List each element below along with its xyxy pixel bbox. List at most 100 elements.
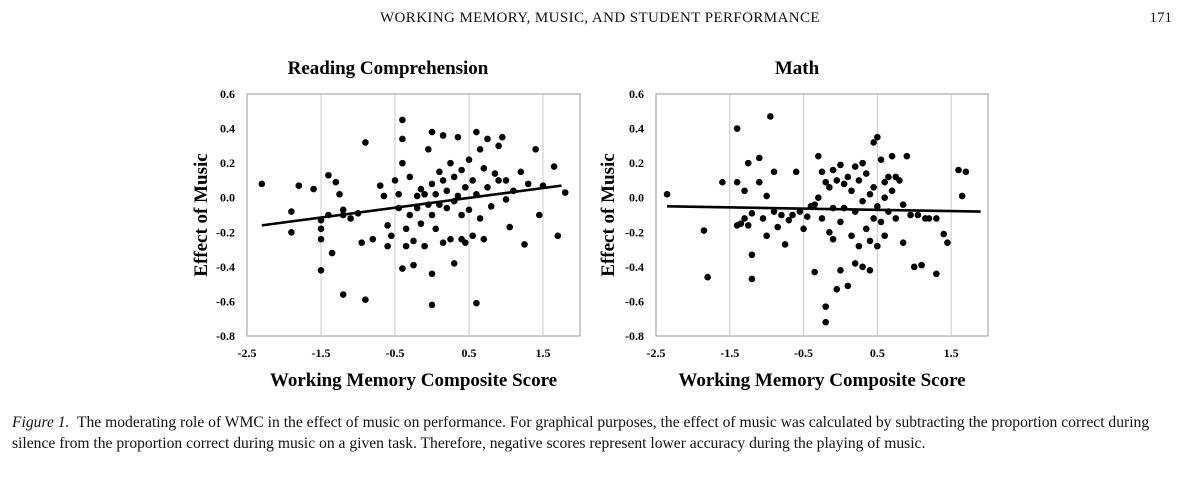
page-header: WORKING MEMORY, MUSIC, AND STUDENT PERFO… bbox=[0, 8, 1200, 30]
chart-2-data-point bbox=[741, 215, 748, 222]
chart-1-y-tick-label: 0.6 bbox=[220, 87, 235, 101]
chart-1-data-point bbox=[328, 249, 336, 257]
chart-1-data-point bbox=[428, 180, 436, 188]
chart-2-data-point bbox=[844, 282, 852, 290]
chart-2-data-point bbox=[767, 113, 774, 120]
chart-2-data-point bbox=[851, 163, 859, 170]
chart-1-data-point bbox=[476, 215, 484, 222]
chart-1-y-tick-label: -0.6 bbox=[216, 294, 235, 308]
chart-2-data-point bbox=[733, 125, 741, 132]
chart-2-data-point bbox=[918, 261, 925, 269]
chart-2-data-point bbox=[958, 192, 966, 200]
chart-2-data-point bbox=[874, 133, 881, 141]
chart-1-data-point bbox=[388, 232, 395, 240]
chart-2-data-point bbox=[837, 218, 844, 226]
chart-2-data-point bbox=[826, 228, 833, 236]
chart-1-x-tick-label: -2.5 bbox=[238, 346, 257, 360]
chart-1-data-point bbox=[495, 142, 502, 150]
chart-2-data-point bbox=[899, 239, 907, 246]
chart-2-y-tick-label: 0.6 bbox=[629, 87, 644, 101]
chart-1-data-point bbox=[358, 239, 366, 246]
page-number: 171 bbox=[1149, 10, 1173, 26]
chart-1-trend-line bbox=[261, 184, 562, 227]
chart-2-data-point bbox=[848, 232, 855, 240]
chart-1-data-point bbox=[362, 296, 369, 304]
chart-2-y-tick-label: -0.2 bbox=[625, 225, 644, 239]
chart-1-data-point bbox=[439, 132, 447, 139]
figure-caption: Figure 1. The moderating role of WMC in … bbox=[12, 412, 1188, 454]
chart-2-data-point bbox=[848, 187, 855, 195]
chart-1-data-point bbox=[436, 168, 443, 176]
chart-2-x-tick-label: -0.5 bbox=[794, 346, 813, 360]
chart-1-data-point bbox=[532, 146, 539, 153]
chart-1-data-point bbox=[406, 211, 414, 219]
chart-1-data-point bbox=[428, 211, 436, 219]
chart-2-data-point bbox=[733, 178, 741, 186]
chart-2-data-point bbox=[785, 216, 793, 224]
chart-1-data-point bbox=[502, 177, 510, 184]
chart-1-data-point bbox=[439, 239, 447, 246]
caption-label: Figure 1. bbox=[12, 414, 70, 431]
chart-2-data-point bbox=[796, 208, 804, 215]
chart-1-data-point bbox=[310, 185, 317, 193]
chart-1-data-point bbox=[443, 204, 451, 212]
chart-1-data-point bbox=[339, 206, 347, 214]
chart-1-data-point bbox=[384, 242, 391, 250]
chart-2-data-point bbox=[818, 168, 826, 176]
chart-2-data-point bbox=[940, 230, 948, 238]
chart-1-data-point bbox=[450, 260, 458, 267]
chart-2-data-point bbox=[770, 168, 778, 176]
chart-2-data-point bbox=[815, 194, 822, 202]
chart-2-data-point bbox=[770, 208, 778, 215]
chart-1-data-point bbox=[413, 192, 421, 200]
chart-2-data-point bbox=[933, 270, 940, 278]
chart-2-data-point bbox=[719, 178, 726, 186]
chart-1-data-point bbox=[469, 177, 477, 184]
chart-1-data-point bbox=[410, 261, 417, 269]
chart-2-y-tick-label: 0.4 bbox=[629, 122, 644, 136]
chart-1-data-point bbox=[317, 225, 325, 233]
chart-2-data-point bbox=[781, 241, 789, 248]
chart-2-data-point bbox=[755, 154, 763, 162]
chart-2-data-point bbox=[829, 235, 837, 243]
chart-1-data-point bbox=[480, 165, 488, 172]
chart-1-data-point bbox=[476, 146, 484, 153]
chart-2-y-tick-label: 0.0 bbox=[629, 191, 644, 205]
chart-1-data-point bbox=[487, 203, 495, 210]
chart-2-data-point bbox=[870, 184, 877, 191]
chart-2-data-point bbox=[822, 318, 829, 326]
chart-1-data-point bbox=[473, 299, 480, 307]
chart-1-data-point bbox=[439, 177, 447, 184]
chart-2-data-point bbox=[870, 139, 877, 146]
chart-2-data-point bbox=[737, 220, 745, 227]
chart-2-data-point bbox=[866, 237, 874, 245]
chart-2-data-point bbox=[881, 194, 889, 202]
chart-1-data-point bbox=[410, 237, 417, 245]
chart-2-data-point bbox=[933, 215, 940, 222]
chart-1-data-point bbox=[484, 184, 491, 191]
chart-1-data-point bbox=[295, 182, 303, 189]
chart-2-data-point bbox=[859, 159, 866, 167]
chart-2-data-point bbox=[866, 190, 874, 198]
chart-1-data-point bbox=[462, 239, 469, 246]
chart-1-x-axis-label: Working Memory Composite Score bbox=[270, 370, 557, 391]
chart-2-data-point bbox=[851, 260, 859, 267]
chart-2-y-tick-label: 0.2 bbox=[629, 156, 644, 170]
chart-1-data-point bbox=[391, 177, 399, 184]
chart-1-data-point bbox=[447, 235, 454, 243]
chart-2-plot-frame bbox=[655, 93, 989, 337]
chart-1-data-point bbox=[332, 178, 340, 186]
chart-1-data-point bbox=[288, 208, 295, 215]
chart-1-data-point bbox=[362, 139, 369, 146]
chart-1-data-point bbox=[499, 133, 506, 141]
chart-2-data-point bbox=[896, 177, 903, 184]
chart-2-data-point bbox=[840, 180, 848, 188]
chart-2-data-point bbox=[778, 211, 785, 219]
chart-1-data-point bbox=[536, 211, 543, 219]
chart-1-data-point bbox=[402, 225, 410, 233]
chart-2-data-point bbox=[855, 177, 863, 184]
chart-1-y-tick-label: 0.4 bbox=[220, 122, 235, 136]
chart-2-data-point bbox=[774, 223, 782, 231]
chart-2-data-point bbox=[815, 152, 822, 160]
chart-2-y-tick-label: -0.4 bbox=[625, 260, 644, 274]
